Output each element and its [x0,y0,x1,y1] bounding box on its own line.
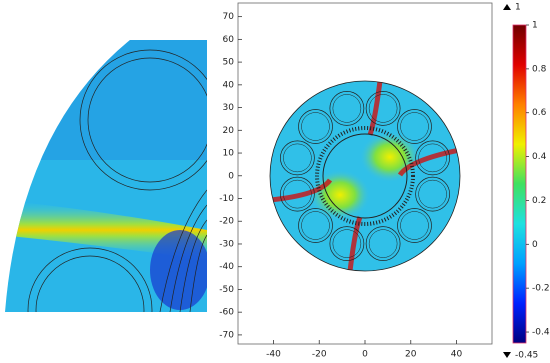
y-tick-label: -40 [219,262,234,272]
field-ridge [270,81,460,271]
y-tick-label: 60 [223,35,235,45]
colorbar-tick-label: 0.6 [532,108,547,118]
slot-inner [332,94,362,123]
y-tick-label: 20 [223,126,235,136]
y-tick-label: -30 [219,239,234,249]
field-ring [315,126,415,226]
x-tick-label: 0 [362,350,368,360]
zoom-circle [87,57,207,183]
slot-inner [368,94,398,123]
slot [298,208,333,243]
slot-inner [283,143,312,173]
x-tick-label: 40 [451,350,463,360]
slot [397,109,432,144]
y-tick-label: 70 [223,12,235,22]
slot-inner [301,112,330,141]
zoom-field-lines [159,189,207,312]
colorbar [512,24,527,344]
slot [280,176,315,212]
slot [329,226,365,261]
y-tick-label: -50 [219,285,234,295]
slot-inner [368,229,398,258]
colorbar-tick-label: 1 [532,21,538,31]
colorbar-tick-label: 0.4 [532,152,547,162]
zoom-circle [27,247,153,312]
y-tick-label: 50 [223,58,235,68]
slot [365,91,401,126]
y-tick-label: -20 [219,217,234,227]
slot-inner [418,143,447,173]
y-tick-label: 10 [223,149,235,159]
slot-inner [400,112,429,141]
zoom-low [150,230,207,310]
colorbar-tick-label: 0 [532,240,538,250]
zoom-circle [35,255,145,312]
y-tick-label: -60 [219,308,234,318]
slot-inner [418,179,447,209]
slot-inner [283,179,312,209]
field-background [270,81,460,271]
zoom-circle [79,49,207,191]
field-boundary [269,80,461,272]
y-tick-label: 40 [223,80,235,90]
slots [280,91,450,261]
slot-inner [332,229,362,258]
colorbar-tick-label: 0.2 [532,196,546,206]
slot [415,176,450,212]
slot [365,226,401,261]
colorbar-tick-label: 0.8 [532,64,547,74]
y-tick-label: -10 [219,194,234,204]
colorbar-max: 1 [515,3,521,13]
slot [397,208,432,243]
slot [298,109,333,144]
field-ring [322,133,408,219]
colorbar-tick-label: -0.4 [532,328,550,338]
x-tick-label: -40 [266,350,281,360]
y-tick-label: 30 [223,103,235,113]
slot-inner [301,211,330,240]
y-tick-label: 0 [228,171,234,181]
zoom-panel [5,40,207,312]
slot-inner [400,211,429,240]
zoom-shade [5,40,207,160]
colorbar-min: -0.45 [515,351,538,361]
zoom-band [5,200,207,260]
x-tick-label: -20 [312,350,327,360]
field-disk [270,81,460,271]
min-marker [503,352,511,358]
slot [280,140,315,176]
colorbar-tick-label: -0.2 [532,284,550,294]
y-tick-label: -70 [219,330,234,340]
field-hot [310,170,370,220]
x-tick-label: 20 [405,350,417,360]
slot [329,91,365,126]
slot [415,140,450,176]
max-marker [503,4,511,10]
